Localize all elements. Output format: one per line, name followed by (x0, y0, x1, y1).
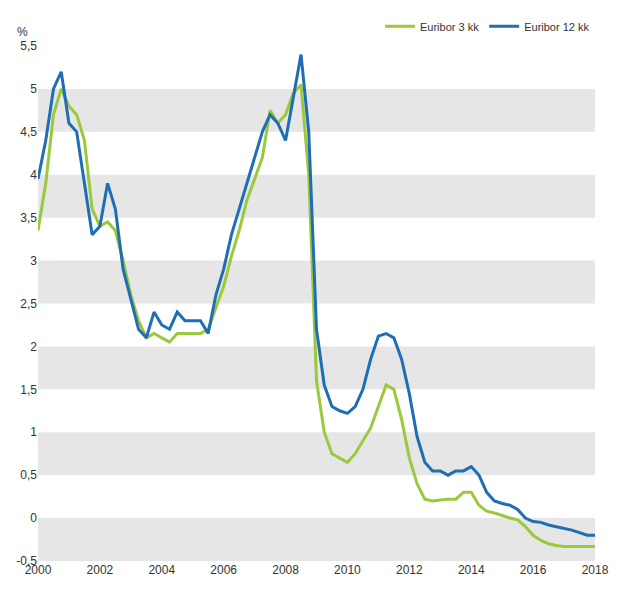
svg-text:2004: 2004 (148, 563, 175, 577)
svg-text:4: 4 (30, 168, 37, 182)
svg-text:4,5: 4,5 (20, 125, 37, 139)
svg-text:2: 2 (30, 340, 37, 354)
svg-text:0,5: 0,5 (20, 468, 37, 482)
svg-text:2,5: 2,5 (20, 297, 37, 311)
svg-text:1: 1 (30, 425, 37, 439)
svg-text:Euribor 12 kk: Euribor 12 kk (524, 21, 589, 33)
svg-text:2010: 2010 (334, 563, 361, 577)
svg-text:5,5: 5,5 (20, 39, 37, 53)
svg-text:2002: 2002 (87, 563, 114, 577)
svg-text:2012: 2012 (396, 563, 423, 577)
svg-text:2000: 2000 (25, 563, 52, 577)
svg-text:2008: 2008 (272, 563, 299, 577)
svg-text:2006: 2006 (210, 563, 237, 577)
svg-text:%: % (17, 25, 28, 39)
svg-text:3: 3 (30, 254, 37, 268)
svg-text:0: 0 (30, 511, 37, 525)
svg-text:-0,5: -0,5 (16, 554, 37, 568)
svg-text:2016: 2016 (520, 563, 547, 577)
svg-text:2014: 2014 (458, 563, 485, 577)
svg-text:3,5: 3,5 (20, 211, 37, 225)
svg-text:Euribor 3 kk: Euribor 3 kk (420, 21, 479, 33)
svg-text:2018: 2018 (582, 563, 609, 577)
svg-text:5: 5 (30, 82, 37, 96)
svg-text:1,5: 1,5 (20, 383, 37, 397)
